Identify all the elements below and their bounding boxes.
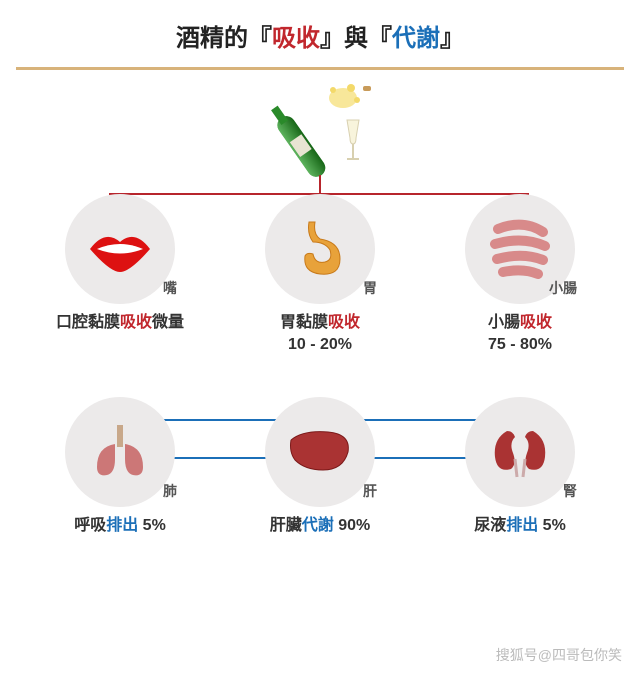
stomach-label: 胃: [363, 278, 377, 298]
node-kidney: 腎 尿液排出 5%: [430, 397, 610, 537]
bottle-row: [0, 80, 640, 190]
intestine-label: 小腸: [549, 278, 577, 298]
intestine-icon: 小腸: [465, 194, 575, 304]
lung-icon: 肺: [65, 397, 175, 507]
kidney-label: 腎: [563, 481, 577, 501]
node-intestine: 小腸 小腸吸收75 - 80%: [430, 194, 610, 357]
watermark: 搜狐号@四哥包你笑: [496, 645, 622, 665]
node-liver: 肝 肝臟代謝 90%: [230, 397, 410, 537]
mouth-label: 嘴: [163, 278, 177, 298]
kidney-icon: 腎: [465, 397, 575, 507]
node-mouth: 嘴 口腔黏膜吸收微量: [30, 194, 210, 357]
t-pre: 酒精的『: [176, 25, 272, 52]
stomach-caption: 胃黏膜吸收10 - 20%: [280, 312, 360, 357]
absorption-row: 嘴 口腔黏膜吸收微量 胃 胃黏膜吸收10 - 20% 小腸 小腸吸收75 - 8…: [0, 194, 640, 357]
mouth-icon: 嘴: [65, 194, 175, 304]
lung-caption: 呼吸排出 5%: [74, 515, 166, 537]
t-blue: 代謝: [392, 25, 440, 52]
t-red: 吸收: [272, 25, 320, 52]
mouth-caption: 口腔黏膜吸收微量: [56, 312, 184, 334]
main-title: 酒精的『吸收』與『代謝』: [0, 0, 640, 61]
t-post: 』: [440, 25, 464, 52]
liver-icon: 肝: [265, 397, 375, 507]
node-lung: 肺 呼吸排出 5%: [30, 397, 210, 537]
t-mid: 』與『: [320, 25, 392, 52]
champagne-icon: [245, 80, 395, 190]
metabolism-row: 肺 呼吸排出 5% 肝 肝臟代謝 90% 腎 尿液排出 5%: [0, 397, 640, 537]
stomach-icon: 胃: [265, 194, 375, 304]
kidney-caption: 尿液排出 5%: [474, 515, 566, 537]
intestine-caption: 小腸吸收75 - 80%: [488, 312, 552, 357]
title-divider: [16, 67, 624, 70]
node-stomach: 胃 胃黏膜吸收10 - 20%: [230, 194, 410, 357]
lung-label: 肺: [163, 481, 177, 501]
liver-caption: 肝臟代謝 90%: [270, 515, 371, 537]
liver-label: 肝: [363, 481, 377, 501]
